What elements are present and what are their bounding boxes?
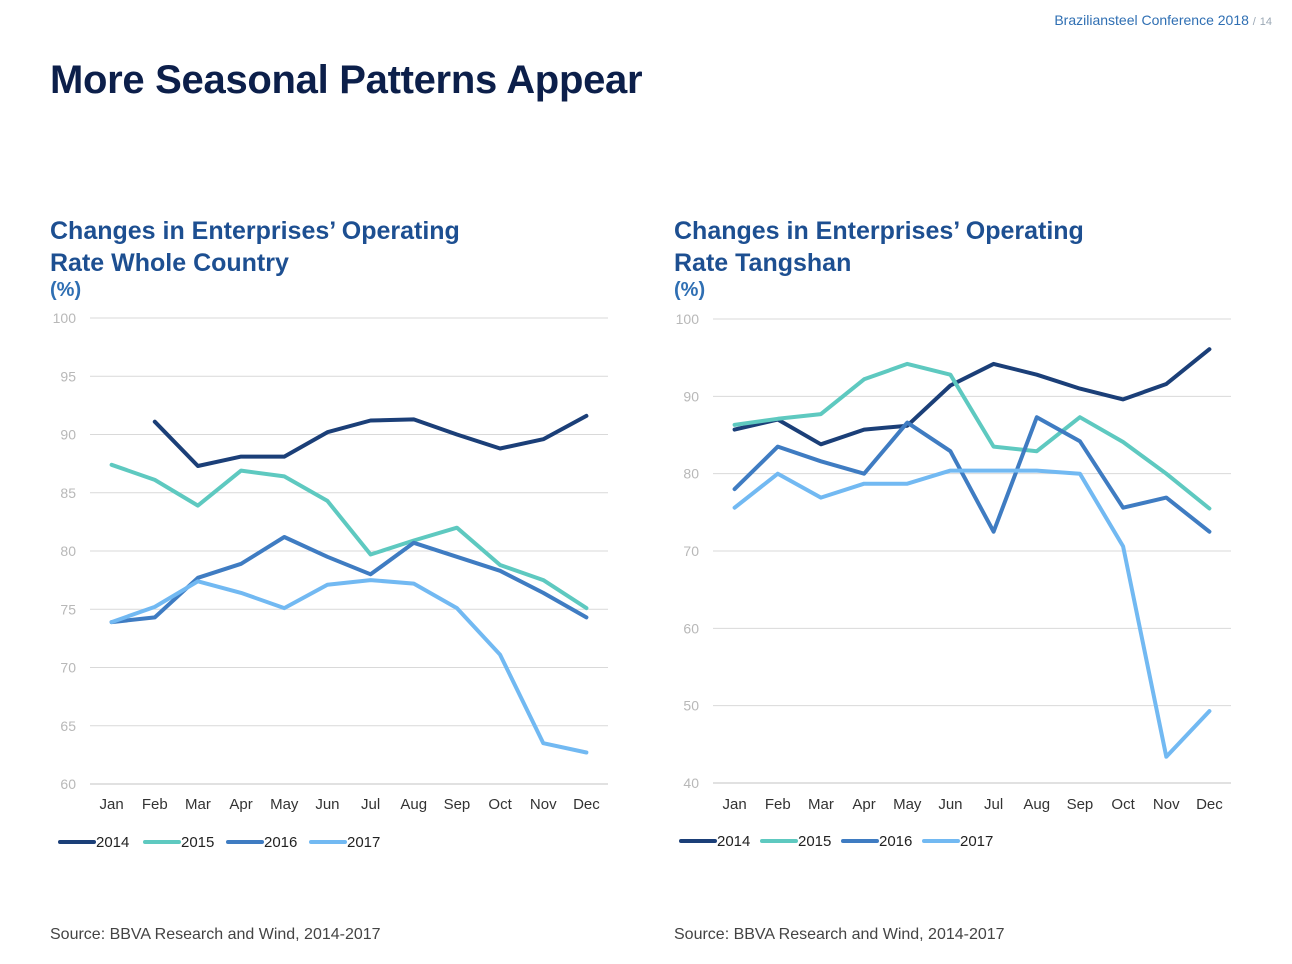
- line-chart-whole-country: 100 95 90 85 80 75 70 65 60 Jan Feb Mar Apr May Jun Jul…: [53, 310, 608, 851]
- conference-header: Braziliansteel Conference 2018 / 14: [1054, 12, 1272, 28]
- source-note: Source: BBVA Research and Wind, 2014-201…: [674, 926, 1005, 943]
- x-tick-label: Apr: [229, 796, 252, 813]
- source-note: Source: BBVA Research and Wind, 2014-201…: [50, 926, 381, 943]
- x-tick-label: May: [270, 796, 299, 813]
- y-tick-label: 75: [60, 601, 76, 617]
- y-tick-label: 65: [60, 718, 76, 734]
- x-tick-label: Aug: [1023, 796, 1050, 813]
- chart-title-line1: Changes in Enterprises’ Operating: [674, 217, 1084, 245]
- x-tick-label: Aug: [400, 796, 427, 813]
- y-tick-label: 80: [60, 543, 76, 559]
- legend-label-2017: 2017: [960, 833, 993, 850]
- x-tick-label: Mar: [808, 796, 834, 813]
- chart-title: Changes in Enterprises’ Operating Rate W…: [50, 215, 570, 279]
- y-tick-label: 60: [683, 620, 699, 636]
- series-line-2015: [732, 361, 1212, 511]
- y-tick-label: 40: [683, 775, 699, 791]
- series-line-2017: [732, 468, 1212, 759]
- page-number: 14: [1259, 16, 1272, 28]
- chart-title-line2: Rate Whole Country: [50, 249, 289, 277]
- x-tick-label: Dec: [573, 796, 600, 813]
- legend-label-2015: 2015: [798, 833, 831, 850]
- y-tick-label: 95: [60, 368, 76, 384]
- x-tick-label: Jun: [315, 796, 339, 813]
- y-tick-label: 90: [60, 427, 76, 443]
- y-tick-label: 85: [60, 485, 76, 501]
- x-tick-label: Oct: [1111, 796, 1135, 813]
- chart-plot-group: 100 95 90 85 80 75 70 65 60 Jan Feb Mar Apr May Jun Jul…: [53, 310, 608, 851]
- x-tick-label: Feb: [142, 796, 168, 813]
- series-line-2017: [109, 578, 589, 755]
- y-tick-label: 50: [683, 698, 699, 714]
- y-tick-label: 70: [683, 543, 699, 559]
- x-tick-label: Dec: [1196, 796, 1223, 813]
- x-tick-label: Jul: [361, 796, 380, 813]
- x-tick-label: Jun: [938, 796, 962, 813]
- y-tick-label: 70: [60, 660, 76, 676]
- chart-panel-whole-country: Changes in Enterprises’ Operating Rate W…: [50, 215, 650, 955]
- chart-unit-label: (%): [674, 279, 706, 301]
- x-tick-label: Jul: [984, 796, 1003, 813]
- x-tick-label: Jan: [722, 796, 746, 813]
- conference-name: Braziliansteel Conference 2018: [1054, 12, 1249, 28]
- y-tick-label: 60: [60, 776, 76, 792]
- x-tick-label: Sep: [444, 796, 471, 813]
- series-line-2015: [109, 462, 589, 611]
- chart-title: Changes in Enterprises’ Operating Rate T…: [674, 215, 1194, 279]
- y-tick-label: 90: [683, 388, 699, 404]
- series-line-2016: [732, 415, 1212, 534]
- x-tick-label: Sep: [1067, 796, 1094, 813]
- y-tick-label: 80: [683, 466, 699, 482]
- x-tick-label: Jan: [99, 796, 123, 813]
- legend-label-2014: 2014: [717, 833, 750, 850]
- series-line-2014: [152, 413, 589, 468]
- legend-label-2015: 2015: [181, 834, 214, 851]
- x-tick-label: Mar: [185, 796, 211, 813]
- chart-unit-label: (%): [50, 279, 82, 301]
- legend-label-2014: 2014: [96, 834, 129, 851]
- page-separator: /: [1252, 16, 1256, 28]
- legend-label-2017: 2017: [347, 834, 380, 851]
- chart-title-line1: Changes in Enterprises’ Operating: [50, 217, 460, 245]
- x-tick-label: Nov: [530, 796, 557, 813]
- series-line-2014: [732, 347, 1212, 447]
- x-tick-label: Apr: [852, 796, 875, 813]
- x-tick-label: Oct: [488, 796, 512, 813]
- x-tick-label: Feb: [765, 796, 791, 813]
- chart-plot-group: 100 90 80 70 60 50 40 Jan Feb Mar Apr May Jun Jul Aug S…: [676, 311, 1231, 850]
- legend-label-2016: 2016: [879, 833, 912, 850]
- page-title: More Seasonal Patterns Appear: [50, 58, 643, 102]
- y-tick-label: 100: [53, 310, 77, 326]
- chart-title-line2: Rate Tangshan: [674, 249, 852, 277]
- x-tick-label: May: [893, 796, 922, 813]
- legend-label-2016: 2016: [264, 834, 297, 851]
- chart-panel-tangshan: Changes in Enterprises’ Operating Rate T…: [674, 215, 1274, 955]
- x-tick-label: Nov: [1153, 796, 1180, 813]
- y-tick-label: 100: [676, 311, 700, 327]
- line-chart-tangshan: 100 90 80 70 60 50 40 Jan Feb Mar Apr May Jun Jul Aug S…: [676, 311, 1231, 850]
